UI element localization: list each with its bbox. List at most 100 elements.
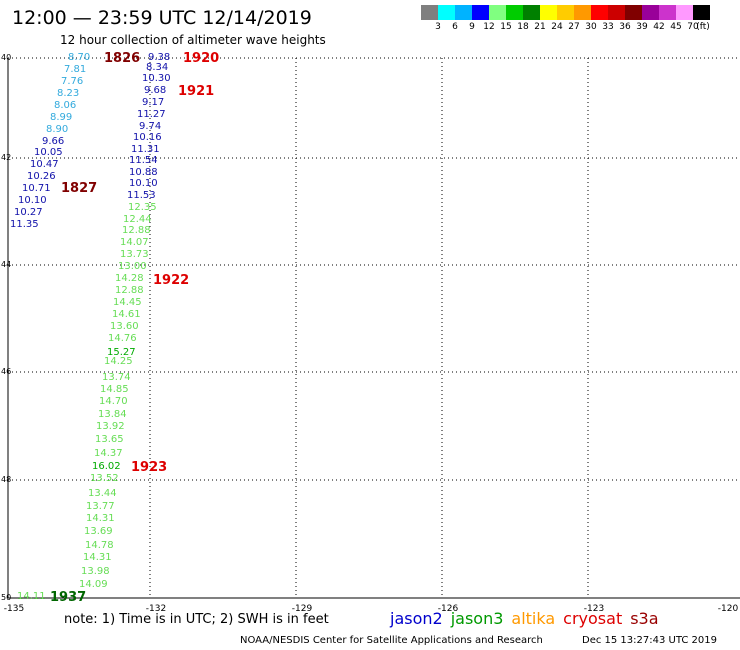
legend-swatch [591,5,608,20]
wave-height-value: 14.28 [115,273,144,284]
satellite-legend-item: jason2 [390,609,443,628]
wave-height-value: 14.61 [112,309,141,320]
legend-label: 3 [435,22,441,32]
map-frame [7,57,740,599]
wave-height-value: 8.99 [50,112,73,123]
satellite-legend-item: altika [511,609,556,628]
wave-height-value: 13.00 [118,261,147,272]
wave-height-value: 14.37 [94,448,123,459]
wave-height-value: 9.74 [139,121,162,132]
wave-height-value: 9.66 [42,136,65,147]
legend-label: 12 [483,22,495,32]
legend-label: 33 [602,22,614,32]
wave-height-value: 8.90 [46,124,69,135]
wave-height-value: 14.31 [86,513,115,524]
wave-height-value: 13.52 [90,473,119,484]
wave-height-value: 14.31 [83,552,112,563]
wave-height-value: 12.44 [123,214,152,225]
latitude-label: 42 [1,153,12,162]
longitude-label: -129 [291,604,313,614]
legend-swatch [676,5,693,20]
wave-height-value: 14.85 [100,384,129,395]
wave-height-value: 14.78 [85,540,114,551]
wave-height-value: 11.54 [129,155,158,166]
wave-height-value: 11.31 [131,144,160,155]
legend-label: 21 [534,22,546,32]
legend-swatch [608,5,625,20]
wave-height-value: 11.27 [137,109,166,120]
wave-height-value: 15.27 [107,347,136,358]
wave-height-value: 14.09 [79,579,108,590]
wave-height-value: 13.65 [95,434,124,445]
wave-height-value: 10.27 [14,207,43,218]
legend-label: 24 [551,22,563,32]
pass-time-label: 1921 [178,84,215,99]
legend-swatch [693,5,710,20]
wave-height-value: 16.02 [92,461,121,472]
legend-label: 30 [585,22,597,32]
legend-swatch [642,5,659,20]
wave-height-value: 13.98 [81,566,110,577]
credit-text: NOAA/NESDIS Center for Satellite Applica… [240,635,543,646]
wave-height-value: 10.10 [18,195,47,206]
wave-height-value: 10.10 [129,178,158,189]
wave-height-value: 9.68 [144,85,167,96]
wave-height-value: 13.44 [88,488,117,499]
wave-height-value: 8.23 [57,88,80,99]
map-title: 12:00 — 23:59 UTC 12/14/2019 [12,7,312,29]
legend-label: 15 [500,22,512,32]
wave-height-value: 7.76 [61,76,84,87]
legend-label: 6 [452,22,458,32]
wave-height-value: 11.35 [10,219,39,230]
wave-height-value: 14.76 [108,333,137,344]
wave-height-value: 14.70 [99,396,128,407]
wave-height-value: 12.88 [122,225,151,236]
legend-swatch [455,5,472,20]
legend-swatch [523,5,540,20]
latitude-label: 44 [1,260,12,269]
longitude-label: -132 [145,604,167,614]
pass-time-label: 1937 [50,590,87,605]
pass-time-label: 1922 [153,273,190,288]
longitude-label: -126 [437,604,459,614]
legend-swatch [421,5,438,20]
wave-height-value: 8.06 [54,100,77,111]
longitude-label: -120 [717,604,739,614]
wave-height-value: 11.53 [127,190,156,201]
longitude-gridlines [149,58,589,598]
legend-swatch [489,5,506,20]
footer-note: note: 1) Time is in UTC; 2) SWH is in fe… [64,612,329,627]
latitude-label: 50 [1,593,12,602]
legend-label: 9 [469,22,475,32]
legend-swatch [438,5,455,20]
legend-swatch [574,5,591,20]
satellite-legend-item: s3a [630,609,659,628]
wave-height-value: 14.07 [120,237,149,248]
legend-swatch [557,5,574,20]
wave-height-value: 13.74 [102,372,131,383]
legend-label: 45 [670,22,682,32]
wave-height-value: 14.45 [113,297,142,308]
legend-swatch [625,5,642,20]
wave-height-value: 10.71 [22,183,51,194]
pass-time-label: 1920 [183,51,220,66]
legend-label: 70 [687,22,699,32]
longitude-label: -135 [3,604,25,614]
wave-height-value: 13.77 [86,501,115,512]
wave-height-value: 10.47 [30,159,59,170]
wave-height-value: 8.70 [68,52,91,63]
wave-height-value: 14.25 [104,356,133,367]
latitude-label: 46 [1,367,12,376]
satellite-legend-item: cryosat [563,609,623,628]
latitude-label: 40 [1,53,12,62]
satellite-legend-item: jason3 [450,609,504,628]
wave-height-value: 13.73 [120,249,149,260]
wave-height-value: 8.34 [146,62,169,73]
satellite-legend: jason2 jason3 altika cryosat s3a [390,609,667,628]
wave-height-value: 10.88 [129,167,158,178]
pass-time-label: 1923 [131,460,168,475]
wave-height-value: 9.17 [142,97,165,108]
wave-height-value: 12.88 [115,285,144,296]
wave-height-value: 14.11 [17,591,46,602]
generated-timestamp: Dec 15 13:27:43 UTC 2019 [582,635,717,646]
